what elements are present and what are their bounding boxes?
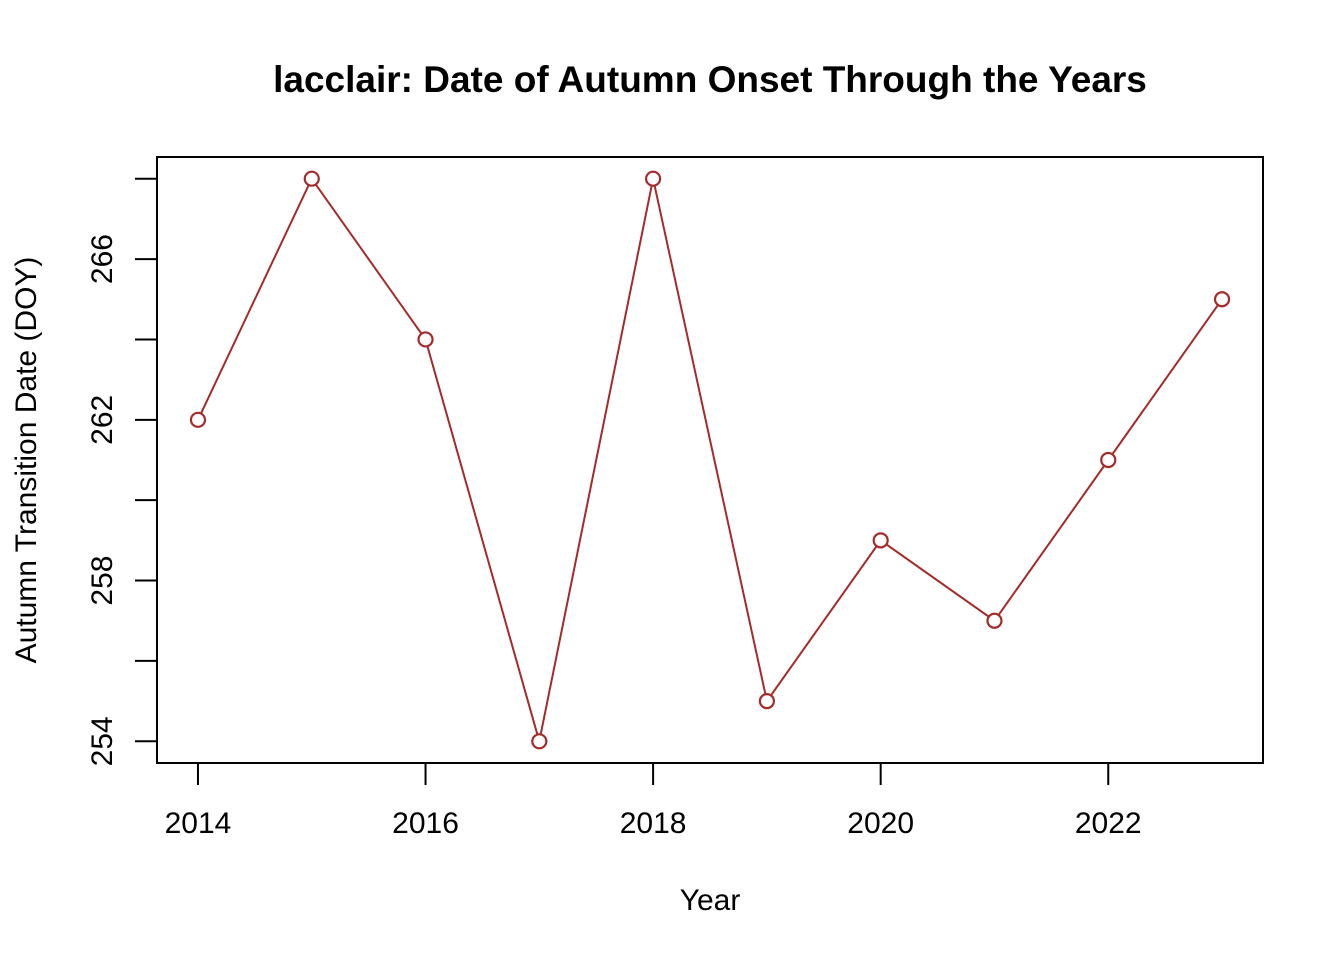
data-point <box>1100 451 1117 469</box>
data-point <box>189 411 207 428</box>
plot-frame <box>156 156 1264 764</box>
x-axis-label: Year <box>680 884 741 917</box>
x-tick-label: 2020 <box>847 807 914 840</box>
y-tick-label: 254 <box>86 716 119 766</box>
y-axis: 254 258 262 266 <box>86 177 157 766</box>
y-axis-label: Autumn Transition Date (DOY) <box>10 257 43 664</box>
data-point <box>531 733 548 750</box>
y-tick-label: 262 <box>86 395 119 445</box>
data-point <box>758 693 775 710</box>
x-tick-label: 2022 <box>1075 807 1142 840</box>
data-point <box>986 612 1003 629</box>
x-tick-label: 2014 <box>165 807 232 840</box>
x-tick-label: 2018 <box>620 807 687 840</box>
plot-area: 2014 2016 2018 2020 2022 254 258 262 266 <box>86 156 1264 840</box>
series-line <box>197 176 1223 742</box>
data-point <box>872 532 889 549</box>
x-axis: 2014 2016 2018 2020 2022 <box>165 763 1142 840</box>
y-tick-label: 258 <box>86 556 119 606</box>
data-point <box>417 331 434 348</box>
data-point <box>303 170 320 187</box>
y-tick-label: 266 <box>86 234 119 284</box>
x-tick-label: 2016 <box>392 807 459 840</box>
data-point <box>645 170 662 187</box>
chart-title: lacclair: Date of Autumn Onset Through t… <box>273 59 1147 100</box>
data-points <box>189 170 1231 750</box>
data-point <box>1213 291 1231 308</box>
